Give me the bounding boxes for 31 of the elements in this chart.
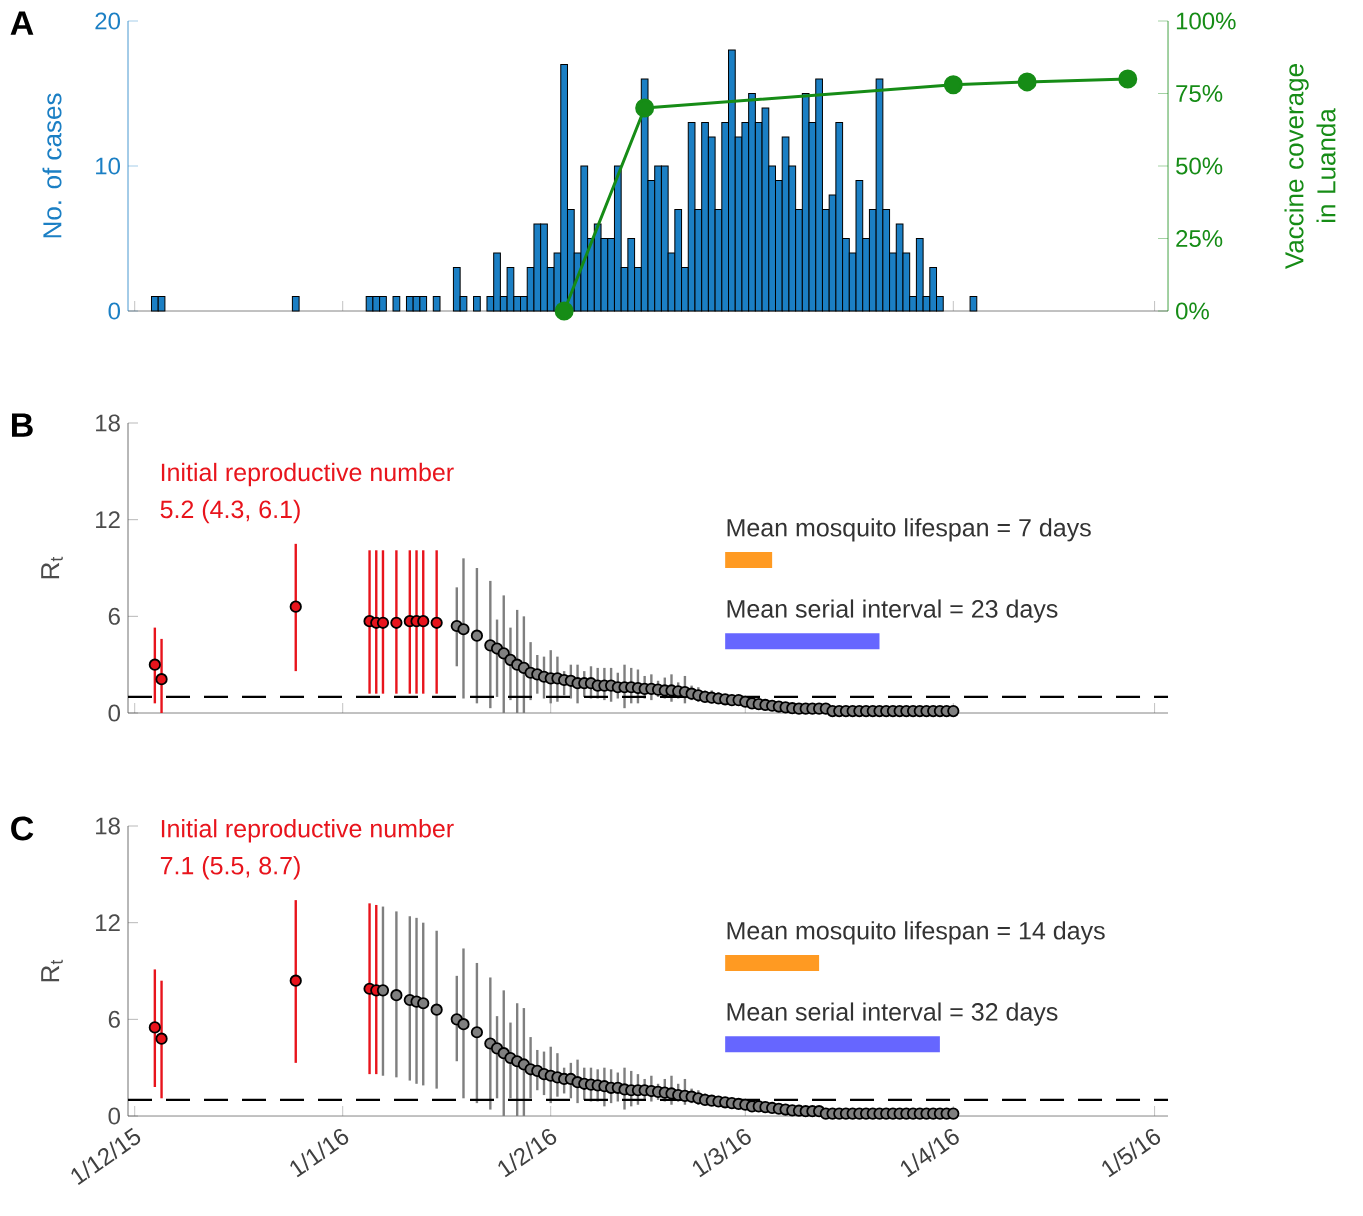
y-tick-label: 20 [95,12,121,30]
band-label: Mean mosquito lifespan = 7 days [727,518,1091,542]
y2-tick-label: 50% [1176,157,1223,175]
y2-tick-label: 25% [1176,230,1223,247]
y-axis-title: R$_{t}$ [41,959,63,982]
y-tick-label: 18 [96,817,120,835]
y2-tick-label: 100% [1176,12,1236,30]
y2-tick-label: 0% [1176,302,1209,320]
chart-title: B [12,413,33,437]
chart-title: A [10,11,34,35]
y-tick-label: 10 [96,157,121,175]
band-label: Mean serial interval = 23 days [727,599,1058,623]
y2-axis-title: Vaccine coverage in Luanda [1284,64,1336,269]
annotation: 5.2 (4.3, 6.1) [160,499,300,524]
y-tick-label: 12 [96,914,120,932]
y-tick-label: 0 [108,302,121,320]
y2-tick-label: 75% [1176,85,1223,102]
band-label: Mean mosquito lifespan = 14 days [727,921,1105,945]
y-tick-label: 0 [108,1107,121,1125]
y-tick-label: 18 [96,414,120,432]
y-tick-label: 0 [108,704,121,722]
y-tick-label: 6 [108,1010,120,1028]
y-axis-title: R$_{t}$ [41,556,63,579]
y-tick-label: 12 [96,511,120,529]
annotation: 7.1 (5.5, 8.7) [160,856,300,880]
band-label: Mean serial interval = 32 days [727,1002,1058,1026]
annotation: Initial reproductive number [161,462,454,487]
chart-title: C [11,816,34,841]
y-axis-title: No. of cases [42,93,62,238]
y-tick-label: 6 [108,607,120,625]
annotation: Initial reproductive number [161,819,454,843]
